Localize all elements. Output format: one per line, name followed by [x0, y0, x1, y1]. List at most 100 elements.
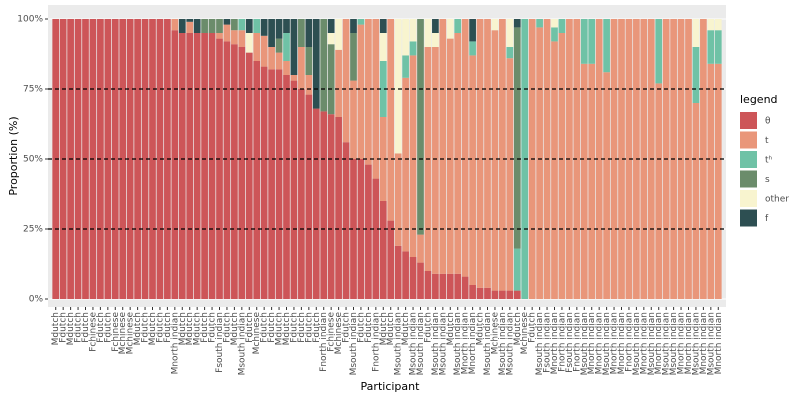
bar-segment — [290, 75, 298, 81]
x-tick-label: Msouth indian — [535, 312, 545, 375]
bar-segment — [186, 19, 194, 22]
x-tick-label: Mnorth indian — [714, 312, 724, 374]
bar-segment — [551, 19, 558, 28]
bar-segment — [551, 27, 558, 42]
x-tick-label: Mdutch — [379, 312, 389, 345]
x-tick-label: Msouth indian — [580, 312, 590, 375]
x-tick-label: Msouth indian — [602, 312, 612, 375]
x-tick-label: Mdutch — [66, 312, 76, 345]
bar-segment — [216, 38, 223, 299]
x-tick-label: Fdutch — [342, 312, 352, 343]
bar-segment — [290, 19, 298, 75]
bar-segment — [551, 41, 558, 300]
bar-segment — [253, 33, 261, 61]
y-axis-title: Proportion (%) — [7, 116, 20, 195]
bar-segment — [506, 19, 514, 47]
bar-segment — [446, 19, 454, 39]
bar-segment — [714, 30, 722, 64]
x-tick-label: Msouth indian — [416, 312, 426, 375]
x-tick-label: Fchinese — [111, 312, 121, 352]
x-tick-label: Fdutch — [267, 312, 277, 343]
legend-key — [740, 209, 757, 227]
bar-segment — [305, 94, 313, 299]
bar-segment — [312, 108, 320, 299]
x-tick-label: Mnorth indian — [684, 312, 694, 374]
x-tick-label: Mchinese — [520, 312, 530, 355]
x-tick-label: Fdutch — [200, 312, 210, 343]
bar-segment — [707, 63, 715, 299]
x-tick-label: Mdutch — [476, 312, 486, 345]
bar-segment — [327, 33, 335, 45]
bar-segment — [342, 142, 350, 299]
bar-segment — [320, 19, 328, 112]
bar-segment — [111, 19, 119, 299]
bar-segment — [245, 33, 253, 53]
y-tick-label: 75% — [23, 85, 43, 95]
bar-segment — [610, 19, 618, 299]
x-tick-label: Mnorth indian — [468, 312, 478, 374]
bar-segment — [372, 19, 380, 179]
bar-segment — [707, 30, 715, 64]
x-tick-label: Fchinese — [88, 312, 98, 352]
legend-label: s — [765, 175, 770, 185]
bar-segment — [208, 33, 216, 299]
x-tick-label: Msouth indian — [431, 312, 441, 375]
x-tick-label: Mdutch — [401, 312, 411, 345]
x-tick-label: Mnorth indian — [639, 312, 649, 374]
bar-segment — [603, 19, 610, 73]
bar-segment — [216, 33, 223, 39]
bar-segment — [379, 33, 387, 61]
bar-segment — [357, 24, 365, 159]
bar-segment — [409, 257, 417, 299]
x-tick-label: Mchinese — [252, 312, 262, 355]
bar-segment — [424, 271, 432, 299]
x-tick-label: Mchinese — [118, 312, 128, 355]
x-tick-label: Mdutch — [275, 312, 285, 345]
x-tick-label: Fdutch — [356, 312, 366, 343]
x-tick-label: Fdutch — [245, 312, 255, 343]
x-tick-label: Fdutch — [208, 312, 218, 343]
bar-segment — [350, 19, 357, 33]
bar-segment — [350, 159, 357, 299]
bar-segment — [655, 83, 663, 300]
bar-segment — [327, 19, 335, 33]
bar-segment — [178, 33, 186, 299]
bar-segment — [580, 19, 588, 64]
bar-segment — [119, 19, 127, 299]
bar-segment — [312, 19, 320, 109]
bar-segment — [223, 19, 231, 25]
bar-segment — [714, 63, 722, 299]
x-tick-label: Fdutch — [312, 312, 322, 343]
bar-segment — [245, 19, 253, 33]
x-tick-label: Mnorth indian — [677, 312, 687, 374]
legend-key — [740, 112, 757, 129]
bar-segment — [216, 19, 223, 33]
x-tick-label: Fnorth indian — [572, 312, 582, 372]
x-tick-label: Mnorth indian — [170, 312, 180, 374]
bar-segment — [469, 55, 476, 286]
bar-segment — [231, 44, 238, 300]
bar-segment — [454, 33, 462, 274]
bar-segment — [290, 80, 298, 299]
bar-segment — [424, 19, 432, 47]
bar-segment — [275, 69, 283, 300]
bar-segment — [417, 262, 424, 299]
bar-segment — [513, 248, 521, 291]
x-tick-label: Mdutch — [178, 312, 188, 345]
bar-segment — [283, 61, 290, 75]
bar-segment — [350, 33, 357, 81]
bar-segment — [298, 47, 305, 89]
bar-segment — [134, 19, 141, 299]
bar-segment — [245, 52, 253, 299]
bar-segment — [580, 63, 588, 299]
x-tick-label: Fdutch — [103, 312, 113, 343]
bar-segment — [513, 19, 521, 28]
bar-segment — [588, 19, 596, 64]
x-tick-label: Fdutch — [528, 312, 538, 343]
x-tick-label: Mdutch — [193, 312, 203, 345]
bar-segment — [536, 19, 543, 28]
bar-segment — [253, 61, 261, 299]
bar-segment — [171, 19, 179, 31]
bar-segment — [558, 19, 566, 33]
bar-segment — [365, 164, 372, 299]
